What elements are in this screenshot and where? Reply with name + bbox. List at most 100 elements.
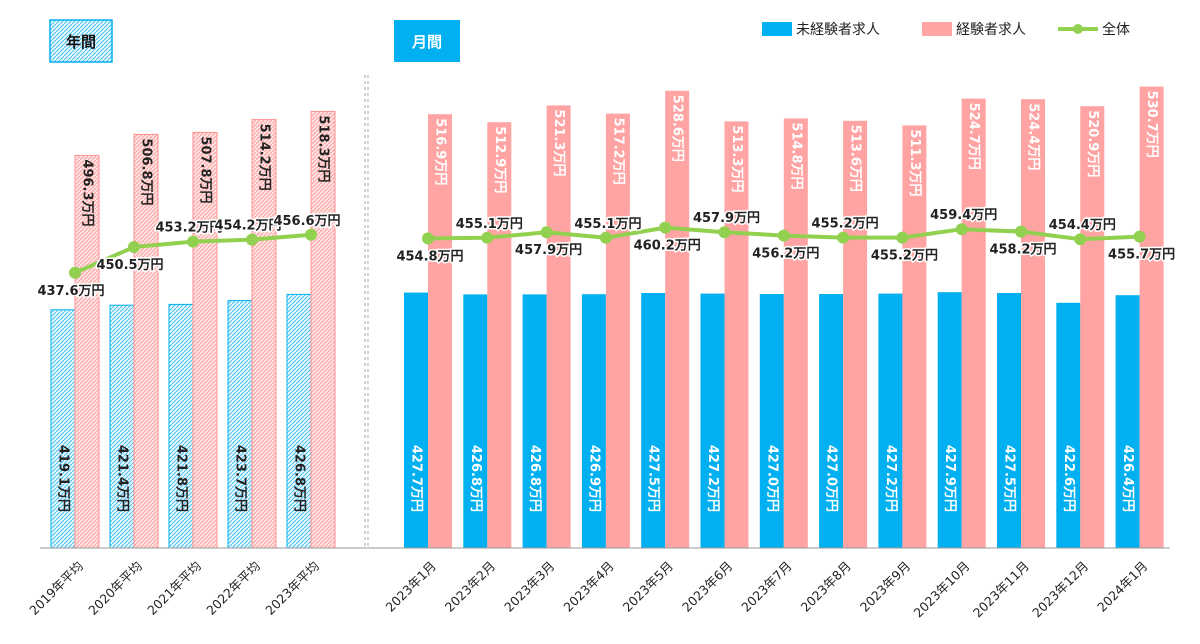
x-tick-cat-9: 2023年5月 bbox=[620, 558, 676, 614]
x-tick-cat-2: 2021年平均 bbox=[144, 558, 204, 618]
label-overall-cat-14: 459.4万円 bbox=[930, 208, 997, 223]
section-tag-annual: 年間 bbox=[49, 19, 113, 63]
label-inexperienced-cat-3: 423.7万円 bbox=[233, 445, 248, 512]
bar-experienced-cat-11 bbox=[783, 118, 808, 549]
bar-experienced-cat-15 bbox=[1021, 99, 1045, 548]
label-experienced-cat-10: 513.3万円 bbox=[729, 125, 744, 192]
label-experienced-cat-2: 507.8万円 bbox=[198, 136, 213, 203]
bar-experienced-cat-12 bbox=[843, 120, 868, 549]
overall-point-cat-3 bbox=[246, 233, 258, 246]
x-tick-cat-4: 2023年平均 bbox=[262, 558, 322, 618]
label-inexperienced-cat-1: 421.4万円 bbox=[115, 445, 130, 512]
overall-point-cat-0 bbox=[69, 266, 81, 279]
label-overall-cat-17: 455.7万円 bbox=[1108, 248, 1175, 263]
x-tick-cat-1: 2020年平均 bbox=[85, 558, 145, 618]
label-inexperienced-cat-8: 426.9万円 bbox=[586, 445, 601, 512]
label-inexperienced-cat-0: 419.1万円 bbox=[56, 445, 71, 512]
bar-inexperienced-cat-11 bbox=[759, 294, 784, 548]
label-inexperienced-cat-16: 422.6万円 bbox=[1061, 445, 1076, 512]
bar-experienced-cat-13 bbox=[902, 125, 927, 549]
x-tick-cat-17: 2024年1月 bbox=[1094, 558, 1150, 614]
x-ticks-layer: 2019年平均 2020年平均 2021年平均 2022年平均 2023年平均 2023年… bbox=[26, 558, 1150, 620]
label-overall-cat-1: 450.5万円 bbox=[96, 258, 163, 273]
x-tick-cat-6: 2023年2月 bbox=[442, 558, 498, 614]
x-tick-cat-3: 2022年平均 bbox=[203, 558, 263, 618]
bar-experienced-cat-10 bbox=[724, 121, 749, 549]
bar-inexperienced-cat-13 bbox=[878, 293, 903, 548]
label-inexperienced-cat-14: 427.9万円 bbox=[942, 445, 957, 512]
bar-inexperienced-cat-6 bbox=[463, 294, 488, 548]
x-tick-cat-5: 2023年1月 bbox=[383, 558, 439, 614]
label-overall-cat-7: 457.9万円 bbox=[515, 243, 582, 258]
label-inexperienced-cat-12: 427.0万円 bbox=[824, 445, 839, 512]
bar-experienced-cat-4 bbox=[310, 110, 336, 549]
bar-experienced-cat-5 bbox=[428, 114, 452, 548]
label-overall-cat-8: 455.1万円 bbox=[574, 217, 641, 232]
overall-point-cat-10 bbox=[718, 226, 731, 239]
overall-point-cat-5 bbox=[422, 232, 434, 245]
legend: 未経験者求人 経験者求人 全体 bbox=[762, 21, 1130, 38]
bar-experienced-cat-1 bbox=[133, 133, 159, 549]
label-overall-cat-12: 455.2万円 bbox=[812, 217, 879, 232]
label-overall-cat-2: 453.2万円 bbox=[155, 221, 222, 236]
bar-inexperienced-cat-14 bbox=[937, 292, 962, 548]
label-experienced-cat-7: 521.3万円 bbox=[551, 109, 566, 176]
legend-swatch-experienced bbox=[922, 22, 952, 36]
legend-label-overall: 全体 bbox=[1102, 21, 1130, 38]
label-experienced-cat-8: 517.2万円 bbox=[610, 118, 625, 185]
label-experienced-cat-11: 514.8万円 bbox=[788, 122, 803, 189]
line-layer bbox=[69, 221, 1146, 279]
bars-layer bbox=[50, 86, 1164, 549]
bar-inexperienced-cat-17 bbox=[1115, 295, 1140, 548]
bar-experienced-cat-14 bbox=[961, 98, 986, 548]
overall-point-cat-17 bbox=[1133, 230, 1146, 243]
label-inexperienced-cat-9: 427.5万円 bbox=[646, 445, 661, 512]
bar-inexperienced-cat-15 bbox=[997, 293, 1021, 548]
bar-inexperienced-cat-12 bbox=[819, 294, 844, 548]
label-overall-cat-6: 455.1万円 bbox=[456, 217, 523, 232]
bar-experienced-cat-7 bbox=[546, 105, 571, 549]
overall-point-cat-15 bbox=[1015, 225, 1027, 238]
x-tick-cat-16: 2023年12月 bbox=[1029, 558, 1091, 620]
x-tick-cat-15: 2023年11月 bbox=[970, 558, 1032, 620]
label-overall-cat-15: 458.2万円 bbox=[989, 243, 1056, 258]
bar-inexperienced-cat-0 bbox=[50, 309, 76, 549]
x-tick-cat-14: 2023年10月 bbox=[911, 558, 973, 620]
bar-experienced-cat-16 bbox=[1080, 106, 1105, 548]
label-inexperienced-cat-6: 426.8万円 bbox=[468, 445, 483, 512]
bar-inexperienced-cat-4 bbox=[286, 293, 312, 549]
label-inexperienced-cat-7: 426.8万円 bbox=[527, 445, 542, 512]
label-overall-cat-16: 454.4万円 bbox=[1049, 218, 1116, 233]
label-overall-cat-0: 437.6万円 bbox=[37, 284, 104, 299]
bar-experienced-cat-2 bbox=[192, 131, 218, 549]
x-tick-cat-12: 2023年8月 bbox=[798, 558, 854, 614]
label-overall-cat-11: 456.2万円 bbox=[752, 247, 819, 262]
overall-point-cat-8 bbox=[599, 231, 612, 244]
label-experienced-cat-6: 512.9万円 bbox=[492, 126, 507, 193]
label-overall-cat-5: 454.8万円 bbox=[396, 249, 463, 264]
section-tag-monthly: 月間 bbox=[394, 20, 460, 62]
bar-inexperienced-cat-5 bbox=[404, 292, 428, 548]
label-inexperienced-cat-11: 427.0万円 bbox=[764, 445, 779, 512]
bar-inexperienced-cat-9 bbox=[641, 293, 666, 548]
overall-point-cat-11 bbox=[777, 229, 790, 242]
overall-point-cat-9 bbox=[659, 221, 672, 234]
x-tick-cat-7: 2023年3月 bbox=[501, 558, 557, 614]
overall-point-cat-2 bbox=[187, 235, 199, 248]
x-tick-cat-11: 2023年7月 bbox=[738, 558, 794, 614]
bar-experienced-cat-8 bbox=[605, 113, 630, 548]
overall-point-cat-4 bbox=[305, 228, 317, 241]
label-experienced-cat-1: 506.8万円 bbox=[139, 138, 154, 205]
label-experienced-cat-4: 518.3万円 bbox=[316, 115, 331, 182]
bar-experienced-cat-6 bbox=[487, 122, 512, 548]
x-tick-cat-13: 2023年9月 bbox=[857, 558, 913, 614]
legend-marker-overall bbox=[1073, 24, 1083, 34]
section-tag-annual-label: 年間 bbox=[66, 33, 96, 51]
overall-point-cat-14 bbox=[955, 223, 968, 236]
label-overall-cat-9: 460.2万円 bbox=[634, 239, 701, 254]
label-experienced-cat-9: 528.6万円 bbox=[670, 95, 685, 162]
bar-inexperienced-cat-16 bbox=[1056, 302, 1081, 548]
bar-inexperienced-cat-7 bbox=[522, 294, 547, 548]
section-tag-monthly-label: 月間 bbox=[411, 33, 442, 51]
